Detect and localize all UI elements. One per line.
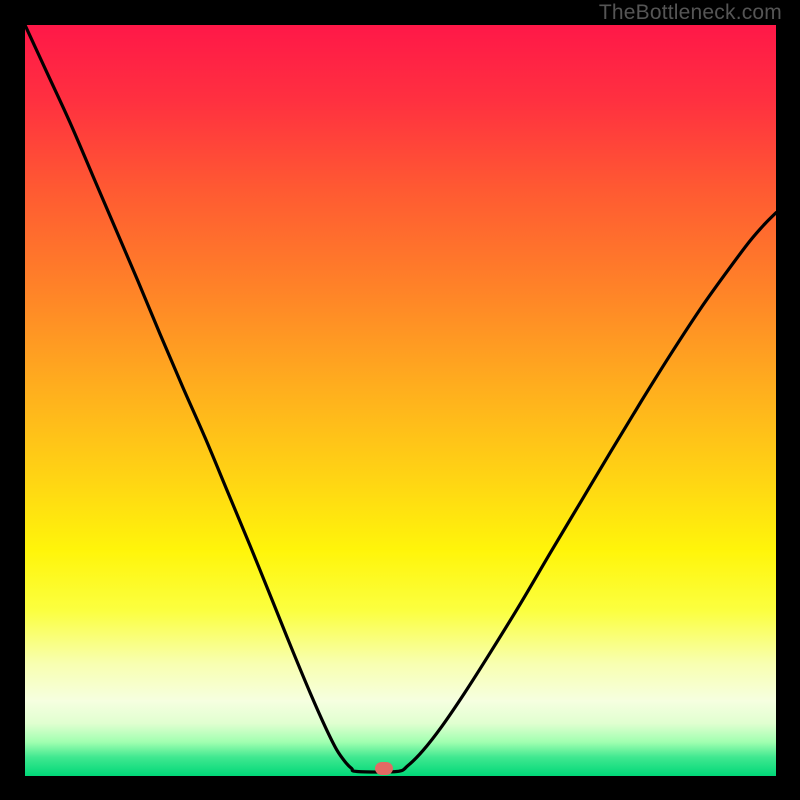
plot-area — [25, 25, 776, 776]
watermark-text: TheBottleneck.com — [599, 1, 782, 25]
chart-frame: TheBottleneck.com — [0, 0, 800, 800]
optimal-marker — [25, 25, 776, 776]
